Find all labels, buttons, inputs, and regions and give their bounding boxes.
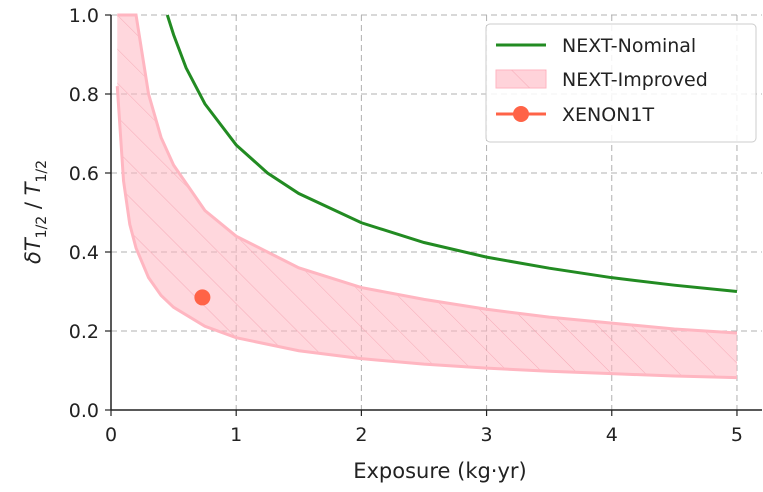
legend-box (485, 23, 757, 143)
x-tick-label: 1 (230, 424, 242, 446)
y-tick-label: 0.2 (69, 321, 99, 343)
legend-item-xenon1t: XENON1T (496, 104, 654, 126)
band-upper-edge (117, 13, 738, 335)
series-line-next-nominal (165, 14, 738, 293)
y-tick-label: 1.0 (69, 5, 99, 27)
y-axis-label: δT1/2 / T1/2 (21, 160, 50, 264)
band-hatch (117, 15, 737, 378)
legend-swatch-marker (513, 106, 529, 122)
plot-series (115, 13, 738, 380)
legend: NEXT-Nominal NEXT-Improved XENON1T (485, 23, 757, 143)
x-tick-label: 3 (481, 424, 493, 446)
y-ticks: 0.0 0.2 0.4 0.6 0.8 1.0 (69, 5, 111, 422)
y-tick-label: 0.6 (69, 163, 99, 185)
x-ticks: 0 1 2 3 4 5 (105, 410, 743, 446)
x-tick-label: 2 (355, 424, 367, 446)
x-tick-label: 5 (731, 424, 743, 446)
legend-item-next-nominal: NEXT-Nominal (496, 35, 696, 57)
axes (110, 15, 762, 411)
data-point-xenon1t (194, 289, 211, 306)
x-tick-label: 4 (606, 424, 618, 446)
y-tick-label: 0.8 (69, 84, 99, 106)
x-axis-label: Exposure (kg·yr) (353, 459, 527, 483)
legend-label: NEXT-Nominal (562, 35, 696, 57)
band-lower-edge (115, 86, 737, 380)
legend-item-next-improved: NEXT-Improved (495, 69, 708, 91)
legend-label: NEXT-Improved (562, 69, 708, 91)
legend-swatch-hatch (496, 70, 546, 88)
y-tick-label: 0.4 (69, 242, 99, 264)
x-tick-label: 0 (105, 424, 117, 446)
legend-label: XENON1T (562, 104, 654, 126)
y-tick-label: 0.0 (69, 400, 99, 422)
